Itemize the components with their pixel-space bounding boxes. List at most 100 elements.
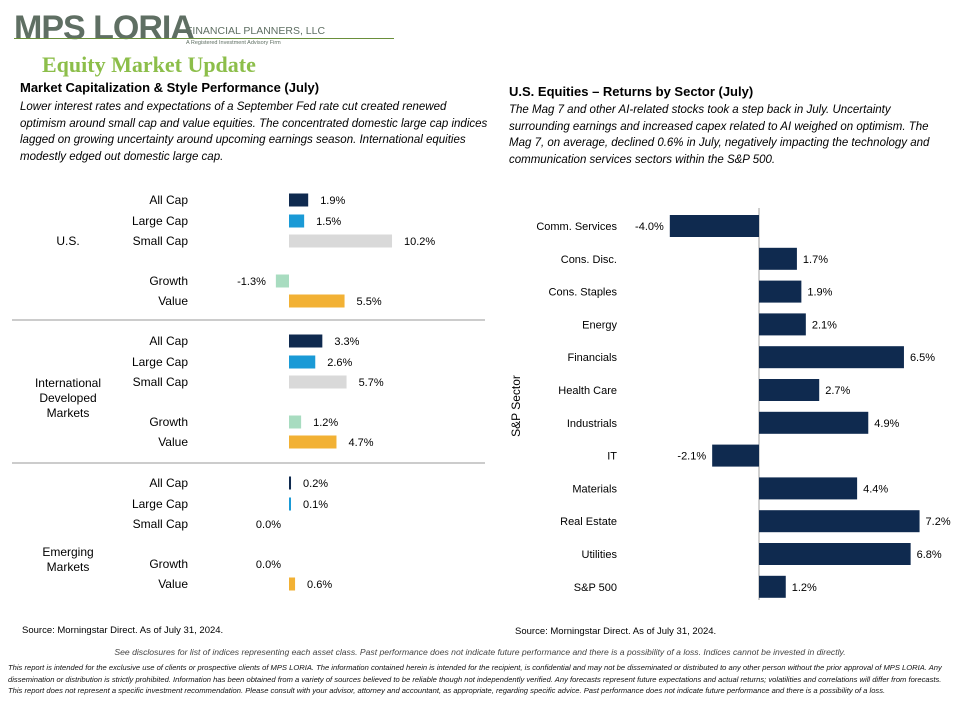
bar-value-label: 0.6% [307, 579, 332, 591]
bar-value-label: 5.7% [359, 377, 384, 389]
bar-value-label: 5.5% [357, 296, 382, 308]
bar [289, 214, 305, 228]
row-label: Large Cap [132, 214, 188, 228]
bar-value-label: 0.1% [303, 499, 328, 511]
bar [712, 444, 759, 467]
category-label: Financials [567, 352, 617, 364]
left-section-title: Market Capitalization & Style Performanc… [20, 80, 320, 95]
disclosure-note: See disclosures for list of indices repr… [114, 647, 846, 657]
row-label: Value [158, 294, 188, 308]
group-label: Markets [47, 406, 90, 420]
bar [759, 543, 911, 565]
bar-value-label: 2.7% [825, 385, 850, 397]
row-label: Small Cap [133, 517, 189, 531]
category-label: Cons. Disc. [561, 254, 617, 266]
bar [759, 313, 806, 336]
category-label: S&P 500 [574, 582, 617, 594]
row-label: All Cap [149, 476, 188, 490]
bar-value-label: 2.1% [812, 319, 837, 331]
bar [289, 193, 309, 207]
group-label: Markets [47, 560, 90, 574]
bar-value-label: 1.7% [803, 254, 828, 266]
right-section-title: U.S. Equities – Returns by Sector (July) [509, 84, 754, 99]
group-label: Developed [39, 391, 96, 405]
bar [289, 415, 302, 429]
bar-value-label: 4.7% [348, 437, 373, 449]
page-title: Equity Market Update [42, 52, 256, 77]
bar [759, 247, 797, 270]
bar-value-label: 4.4% [863, 483, 888, 495]
bar-value-label: 4.9% [874, 418, 899, 430]
category-label: Materials [572, 483, 617, 495]
right-section-body: The Mag 7 and other AI-related stocks to… [509, 104, 930, 166]
category-label: IT [607, 451, 617, 463]
logo-wordmark: MPS LORIA [14, 9, 194, 47]
bar-value-label: 1.5% [316, 216, 341, 228]
category-label: Health Care [558, 385, 617, 397]
bar [289, 497, 291, 511]
logo-underline [14, 38, 394, 39]
bar [759, 575, 786, 598]
row-label: Growth [149, 274, 188, 288]
row-label: Growth [149, 415, 188, 429]
group-label: International [35, 376, 101, 390]
bar-value-label: 0.0% [256, 559, 281, 571]
bar-value-label: 3.3% [334, 336, 359, 348]
category-label: Energy [582, 319, 617, 331]
category-label: Cons. Staples [549, 287, 618, 299]
bar [759, 280, 802, 303]
bar-value-label: -1.3% [237, 276, 266, 288]
bar-value-label: 1.9% [807, 287, 832, 299]
row-label: Growth [149, 557, 188, 571]
bar [289, 234, 393, 248]
row-label: Large Cap [132, 497, 188, 511]
bar [759, 411, 869, 434]
row-label: Value [158, 577, 188, 591]
group-label: U.S. [56, 234, 79, 248]
bar [275, 274, 289, 288]
bar [289, 476, 292, 490]
bar [759, 510, 920, 533]
row-label: All Cap [149, 334, 188, 348]
row-label: All Cap [149, 193, 188, 207]
y-axis-label: S&P Sector [509, 375, 523, 437]
bar [289, 577, 296, 591]
legal-disclaimer: This report is intended for the exclusiv… [8, 663, 942, 695]
bar [669, 215, 759, 237]
category-label: Real Estate [560, 516, 617, 528]
bar-value-label: 6.8% [917, 549, 942, 561]
bar-value-label: 0.0% [256, 519, 281, 531]
bar [759, 379, 820, 401]
bar [289, 375, 347, 389]
left-source-note: Source: Morningstar Direct. As of July 3… [22, 625, 224, 636]
style-performance-chart: U.S. All Cap 1.9% Large Cap 1.5% Small Cap 10.… [12, 193, 485, 591]
bar [759, 477, 858, 500]
category-label: Industrials [567, 418, 618, 430]
bar-value-label: 1.2% [792, 582, 817, 594]
category-label: Utilities [582, 549, 618, 561]
bar [289, 334, 323, 348]
mps-loria-logo: MPS LORIA FINANCIAL PLANNERS, LLC A Regi… [14, 9, 325, 47]
bar [289, 355, 316, 369]
bar-value-label: 7.2% [926, 516, 951, 528]
row-label: Small Cap [133, 375, 189, 389]
bar [759, 346, 904, 369]
bar-value-label: -2.1% [677, 451, 706, 463]
bar [289, 294, 345, 308]
row-label: Large Cap [132, 355, 188, 369]
bar-value-label: 1.9% [320, 195, 345, 207]
logo-subtagline: A Registered Investment Advisory Firm [186, 40, 281, 46]
row-label: Small Cap [133, 234, 189, 248]
group-label: Emerging [42, 545, 93, 559]
logo-tagline: FINANCIAL PLANNERS, LLC [186, 25, 325, 37]
category-label: Comm. Services [536, 221, 617, 233]
bar-value-label: 1.2% [313, 417, 338, 429]
bar [289, 435, 337, 449]
sector-returns-chart: S&P Sector Comm. Services -4.0% Cons. Disc.… [509, 208, 951, 600]
bar-value-label: 6.5% [910, 352, 935, 364]
bar-value-label: 2.6% [327, 357, 352, 369]
right-source-note: Source: Morningstar Direct. As of July 3… [515, 626, 717, 637]
left-section-body: Lower interest rates and expectations of… [20, 101, 488, 163]
bar-value-label: 10.2% [404, 236, 435, 248]
row-label: Value [158, 435, 188, 449]
